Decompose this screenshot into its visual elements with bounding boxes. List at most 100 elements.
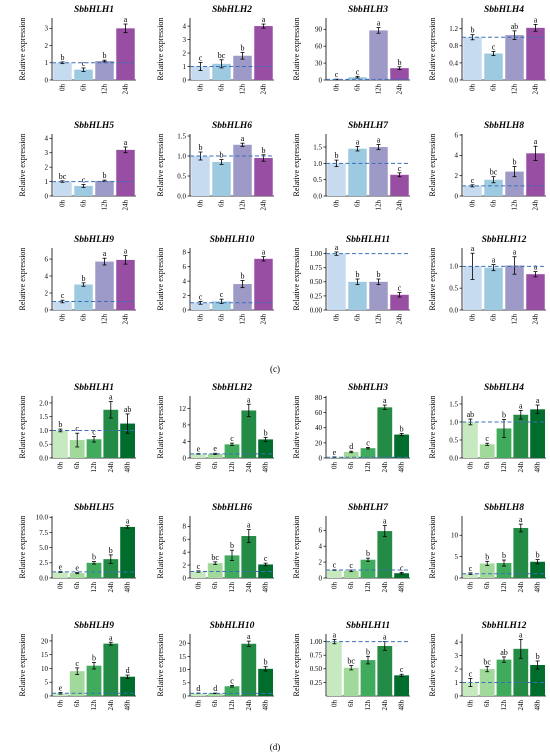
y-tick-label: 1.00 — [310, 638, 323, 646]
y-tick-label: 2.0 — [39, 399, 48, 407]
x-tick-label: 6h — [490, 84, 498, 92]
x-tick-label: 48h — [398, 582, 406, 593]
x-tick-label: 0h — [466, 462, 474, 470]
significance-letter: b — [199, 143, 203, 152]
panel-label-c: (c) — [270, 364, 280, 374]
bar-0h — [53, 430, 68, 458]
y-tick-label: 1.0 — [449, 263, 458, 271]
y-tick-label: 0.50 — [310, 665, 323, 673]
bar-6h — [348, 281, 367, 310]
significance-letter: c — [199, 53, 203, 62]
significance-letter: e — [75, 564, 79, 573]
x-tick-label: 24h — [260, 314, 268, 325]
x-tick-label: 24h — [107, 462, 115, 473]
bar-48h — [394, 434, 409, 458]
y-tick-label: 7.5 — [39, 529, 48, 537]
y-tick-label: 0.0 — [449, 306, 458, 314]
x-tick-label: 12h — [375, 84, 383, 95]
x-tick-label: 12h — [239, 200, 247, 211]
y-axis-label: Relative expression — [156, 516, 165, 579]
significance-letter: a — [333, 630, 337, 639]
bar-12h — [496, 659, 512, 696]
bar-12h — [369, 147, 388, 196]
significance-letter: ab — [124, 405, 132, 414]
chart-c-SbbHLH4: SbbHLH4 Relative expression 0.0 0.4 0.8 1.2 b 0… — [428, 5, 546, 95]
x-tick-label: 6h — [490, 314, 498, 322]
chart-title: SbbHLH3 — [348, 5, 388, 15]
x-tick-label: 0h — [197, 200, 205, 208]
significance-letter: b — [61, 53, 65, 62]
x-tick-label: 6h — [483, 582, 491, 590]
significance-letter: c — [82, 175, 86, 184]
significance-letter: a — [247, 521, 251, 530]
y-axis-label: Relative expression — [292, 396, 301, 459]
bar-0h — [327, 570, 342, 578]
chart-title: SbbHLH4 — [484, 383, 524, 393]
x-tick-label: 0h — [469, 314, 477, 322]
bar-12h — [233, 284, 252, 310]
significance-letter: c — [220, 290, 224, 299]
y-tick-label: 2 — [45, 289, 49, 297]
x-tick-label: 6h — [354, 314, 362, 322]
y-tick-label: 6 — [319, 527, 323, 535]
y-tick-label: 1.0 — [177, 152, 186, 160]
significance-letter: a — [124, 138, 128, 147]
x-tick-label: 24h — [532, 200, 540, 211]
y-axis-label: Relative expression — [18, 396, 27, 459]
y-tick-label: 10 — [41, 665, 49, 673]
x-tick-label: 12h — [239, 84, 247, 95]
bar-12h — [86, 562, 102, 578]
significance-letter: a — [536, 396, 540, 405]
significance-letter: a — [262, 248, 266, 257]
x-tick-label: 24h — [517, 582, 525, 593]
bar-24h — [390, 68, 409, 80]
x-tick-label: 48h — [398, 462, 406, 473]
x-tick-label: 12h — [364, 700, 372, 711]
significance-letter: a — [109, 633, 113, 642]
x-tick-label: 24h — [381, 582, 389, 593]
significance-letter: a — [103, 249, 107, 258]
significance-letter: b — [262, 146, 266, 155]
x-tick-label: 6h — [490, 200, 498, 208]
chart-title: SbbHLH2 — [212, 5, 252, 15]
bar-0h — [463, 573, 478, 578]
chart-title: SbbHLH12 — [482, 235, 527, 245]
y-tick-label: 0.4 — [449, 59, 458, 67]
bar-48h — [120, 676, 135, 696]
y-tick-label: 2 — [183, 561, 187, 569]
x-tick-label: 6h — [80, 200, 88, 208]
bar-48h — [530, 665, 545, 696]
y-tick-label: 6 — [455, 131, 459, 139]
chart-title: SbbHLH7 — [348, 503, 389, 513]
bar-6h — [484, 179, 503, 196]
y-tick-label: 0.5 — [177, 172, 186, 180]
x-tick-label: 48h — [534, 700, 542, 711]
bar-0h — [53, 62, 72, 80]
bar-6h — [212, 63, 231, 80]
y-tick-label: 0 — [45, 306, 49, 314]
y-tick-label: 0.5 — [449, 285, 458, 293]
y-tick-label: 0.0 — [39, 574, 48, 582]
y-tick-label: 0.0 — [449, 454, 458, 462]
significance-letter: c — [230, 676, 234, 685]
bar-6h — [74, 185, 93, 196]
significance-letter: bc — [490, 168, 498, 177]
bar-6h — [69, 671, 85, 696]
bar-0h — [327, 163, 346, 196]
y-tick-label: 12 — [179, 405, 187, 413]
chart-c-SbbHLH11: SbbHLH11 Relative expression 0.00 0.25 0.50 0… — [292, 235, 410, 325]
significance-letter: d — [349, 442, 353, 451]
significance-letter: b — [398, 58, 402, 67]
chart-title: SbbHLH9 — [74, 621, 114, 631]
x-tick-label: 0h — [330, 700, 338, 708]
bar-24h — [254, 258, 273, 310]
y-tick-label: 0.5 — [313, 176, 322, 184]
bar-6h — [484, 267, 503, 310]
bar-24h — [116, 28, 135, 80]
y-axis-label: Relative expression — [292, 248, 301, 311]
significance-letter: c — [92, 428, 96, 437]
significance-letter: c — [335, 70, 339, 79]
bar-24h — [513, 414, 529, 458]
chart-title: SbbHLH2 — [212, 383, 252, 393]
y-tick-label: 2 — [45, 164, 49, 172]
